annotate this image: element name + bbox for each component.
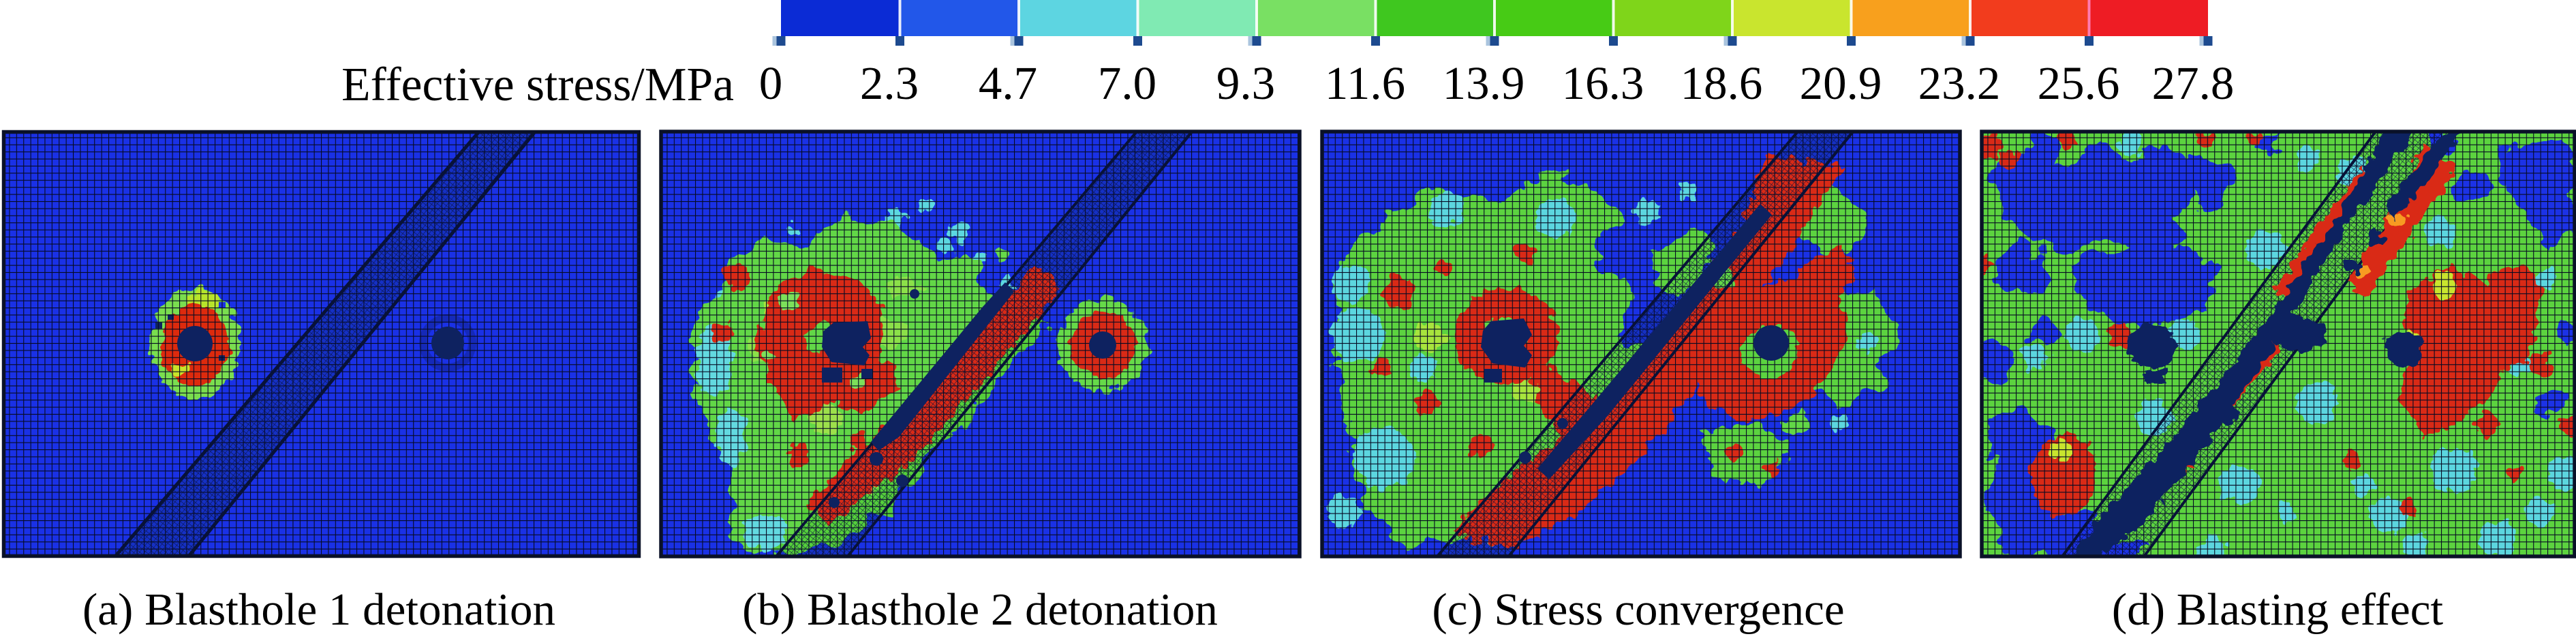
svg-text:20.9: 20.9 [1800,57,1882,109]
svg-text:16.3: 16.3 [1562,57,1644,109]
svg-text:7.0: 7.0 [1098,57,1156,109]
svg-text:(d) Blasting effect: (d) Blasting effect [2112,584,2444,635]
svg-text:11.6: 11.6 [1325,57,1405,109]
svg-text:23.2: 23.2 [1918,57,2001,109]
svg-text:4.7: 4.7 [979,57,1037,109]
svg-text:2.3: 2.3 [860,57,919,109]
svg-text:(a) Blasthole 1 detonation: (a) Blasthole 1 detonation [82,584,555,635]
svg-text:27.8: 27.8 [2152,57,2235,109]
svg-text:Effective stress/MPa: Effective stress/MPa [341,59,734,111]
svg-text:18.6: 18.6 [1681,57,1763,109]
svg-text:25.6: 25.6 [2038,57,2120,109]
svg-text:(b) Blasthole 2 detonation: (b) Blasthole 2 detonation [742,584,1218,635]
svg-text:9.3: 9.3 [1216,57,1275,109]
svg-text:13.9: 13.9 [1443,57,1525,109]
svg-text:(c) Stress convergence: (c) Stress convergence [1432,584,1844,635]
svg-text:0: 0 [759,57,783,109]
